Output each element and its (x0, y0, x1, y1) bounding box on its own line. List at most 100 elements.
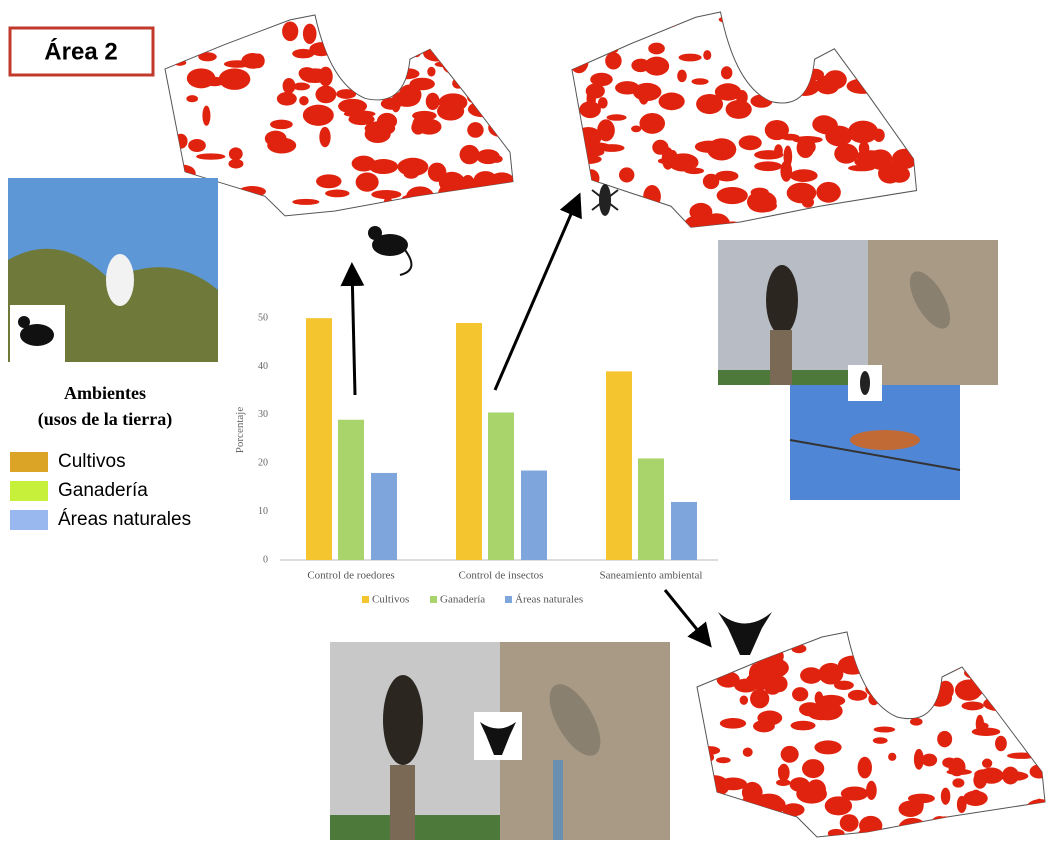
map-patch (757, 657, 789, 679)
map-patch (783, 145, 793, 168)
map-patch (589, 26, 615, 45)
map-patch (865, 680, 889, 697)
map-patch (726, 29, 736, 39)
map-patch (715, 757, 731, 764)
map-patch (963, 790, 988, 807)
map-patch (1000, 812, 1017, 826)
bar (306, 318, 332, 560)
map-patch (738, 814, 757, 831)
map-patch (971, 727, 1001, 736)
map-patch (708, 792, 722, 801)
map-patch (995, 735, 1007, 752)
map-patch (868, 15, 883, 31)
legend-label: Ganadería (58, 480, 148, 501)
map-patch (652, 139, 669, 155)
map-patch (1033, 798, 1045, 821)
map-patch (586, 87, 596, 110)
map-patch (399, 162, 423, 170)
map-patch (819, 210, 841, 228)
arrow (663, 589, 712, 648)
map-patch (420, 15, 436, 28)
legend-swatch (10, 510, 48, 530)
map-patch (405, 197, 434, 207)
map-patch (458, 64, 484, 78)
map-patch (606, 114, 627, 121)
map-patch (839, 814, 859, 832)
map-patch (318, 66, 333, 87)
map-patch (884, 687, 897, 708)
legend-label: Cultivos (372, 594, 409, 606)
map-patch (590, 72, 613, 87)
map-patch (725, 99, 752, 119)
map-patch (632, 82, 662, 102)
map-patch (224, 15, 245, 29)
map-patch (299, 95, 309, 106)
map-patch (438, 171, 466, 193)
map-patch (968, 831, 992, 837)
map-patch (644, 56, 670, 76)
map-patch (834, 143, 859, 164)
map-patch (411, 120, 426, 135)
map-patch (790, 77, 820, 96)
map-patch (315, 85, 337, 104)
map-patch (795, 12, 821, 34)
map-patch (833, 680, 854, 690)
map-patch (937, 730, 953, 748)
map-patch (196, 153, 226, 160)
map-patch (502, 56, 513, 65)
arrow (493, 192, 582, 391)
map-patch (974, 769, 993, 781)
legend-title: (usos de la tierra) (38, 409, 172, 430)
y-axis-label: Porcentaje (234, 407, 246, 454)
map-patch (677, 69, 687, 83)
map-patch (750, 688, 770, 709)
map-patch (891, 203, 917, 219)
map-patch (789, 169, 818, 183)
title-box (8, 26, 155, 77)
map-patch (441, 41, 451, 59)
map-patch (459, 188, 490, 209)
map-patch (267, 137, 297, 154)
map-patch (765, 218, 782, 226)
map-patch (668, 153, 699, 172)
map-patch (732, 718, 743, 725)
y-tick-label: 30 (258, 409, 268, 420)
map-patch (282, 21, 299, 42)
map-patch (779, 69, 810, 79)
map-patch (764, 119, 789, 141)
map-patch (431, 29, 462, 44)
map-patch (796, 137, 815, 159)
bar (371, 472, 397, 560)
map-patch (467, 101, 497, 118)
map-patch (816, 181, 841, 203)
map-patch (800, 667, 823, 684)
x-tick-label: Control de insectos (459, 570, 544, 582)
map-patch (217, 23, 232, 40)
map-patch (302, 104, 334, 126)
y-tick-label: 0 (263, 554, 268, 565)
map-patch (368, 159, 399, 175)
map-patch (276, 91, 297, 106)
map-patch (940, 787, 951, 805)
y-tick-label: 40 (258, 361, 268, 372)
bar (456, 323, 482, 560)
map-patch (453, 40, 482, 57)
map-patch (282, 77, 296, 94)
map-patch (333, 36, 343, 44)
map-patch (362, 81, 379, 94)
map-patch (218, 68, 251, 90)
map-patch (691, 78, 709, 85)
map-patch (862, 635, 882, 649)
map (696, 631, 1046, 838)
map-patch (776, 779, 791, 786)
map-patch (747, 34, 770, 45)
legend-title: Ambientes (64, 383, 146, 403)
map-patch (729, 805, 761, 827)
map-patch (380, 35, 401, 51)
legend-swatch (362, 596, 369, 603)
legend-swatch (10, 452, 48, 472)
map-patch (397, 19, 422, 33)
map-patch (305, 76, 314, 83)
map-patch (579, 101, 601, 119)
